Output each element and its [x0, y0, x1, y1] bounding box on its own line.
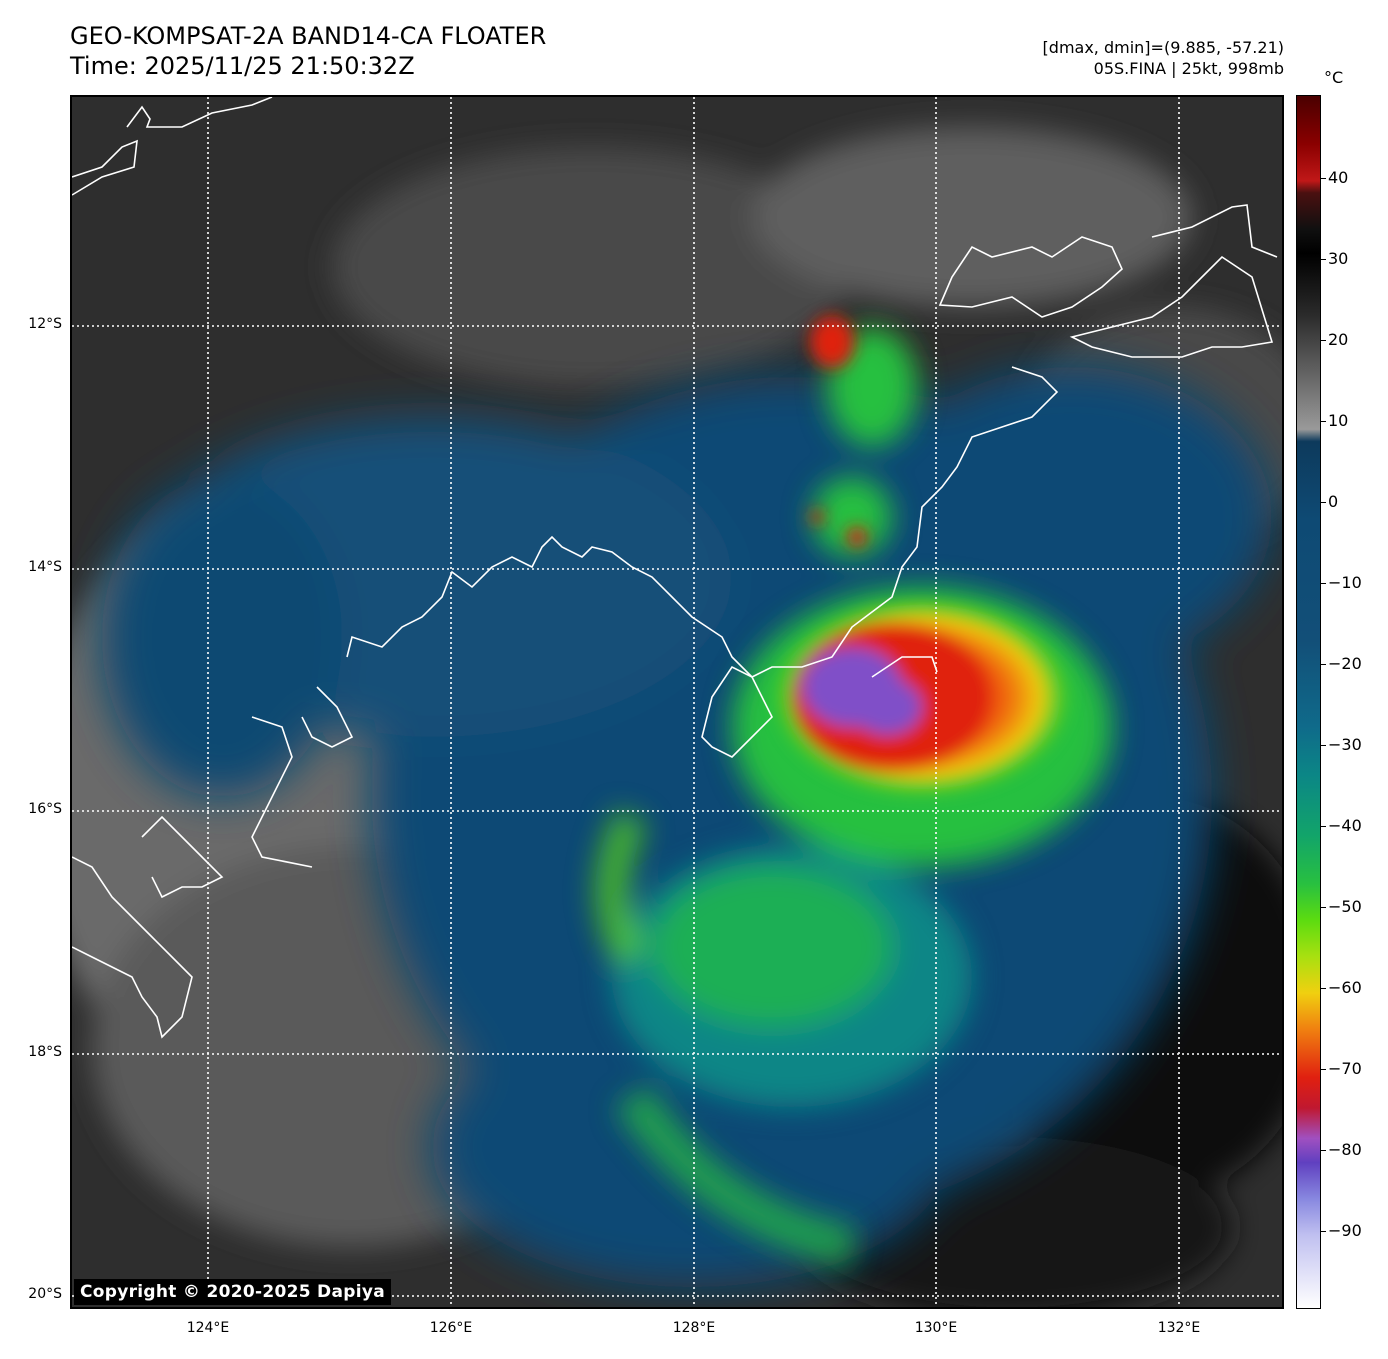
colorbar-tick-label: 40 [1328, 168, 1349, 187]
coastlines [72, 97, 1278, 1039]
data-range-label: [dmax, dmin]=(9.885, -57.21) [1042, 38, 1284, 57]
colorbar-tick-label: 30 [1328, 249, 1349, 268]
colorbar-tick-mark [1321, 988, 1326, 989]
satellite-map: Copyright © 2020-2025 Dapiya [70, 95, 1284, 1309]
lat-label-18s: 18°S [28, 1044, 62, 1060]
colorbar [1296, 95, 1321, 1309]
colorbar-tick-label: −70 [1328, 1059, 1362, 1078]
colorbar-tick-label: −60 [1328, 978, 1362, 997]
lat-label-14s: 14°S [28, 559, 62, 575]
lon-label-132e: 132°E [1157, 1320, 1201, 1336]
colorbar-tick-label: 10 [1328, 411, 1349, 430]
colorbar-tick-mark [1321, 502, 1326, 503]
colorbar-tick-mark [1321, 1069, 1326, 1070]
chart-title: GEO-KOMPSAT-2A BAND14-CA FLOATER [70, 22, 547, 50]
colorbar-tick-mark [1321, 826, 1326, 827]
colorbar-tick-mark [1321, 1231, 1326, 1232]
colorbar-tick-mark [1321, 745, 1326, 746]
colorbar-tick-label: −80 [1328, 1140, 1362, 1159]
lon-label-130e: 130°E [914, 1320, 958, 1336]
colorbar-tick-mark [1321, 178, 1326, 179]
colorbar-tick-label: −50 [1328, 897, 1362, 916]
lon-label-126e: 126°E [429, 1320, 473, 1336]
colorbar-tick-mark [1321, 259, 1326, 260]
lon-label-128e: 128°E [672, 1320, 716, 1336]
convective-core-layer [772, 316, 1072, 797]
lat-label-12s: 12°S [28, 316, 62, 332]
colorbar-tick-label: −20 [1328, 654, 1362, 673]
colorbar-unit: °C [1324, 68, 1344, 87]
colorbar-tick-mark [1321, 340, 1326, 341]
storm-info-label: 05S.FINA | 25kt, 998mb [1093, 59, 1284, 78]
colorbar-tick-mark [1321, 907, 1326, 908]
satellite-imagery [72, 97, 1282, 1307]
colorbar-tick-mark [1321, 1150, 1326, 1151]
colorbar-tick-mark [1321, 583, 1326, 584]
colorbar-tick-label: −30 [1328, 735, 1362, 754]
colorbar-tick-mark [1321, 664, 1326, 665]
copyright-label: Copyright © 2020-2025 Dapiya [74, 1279, 391, 1305]
lon-label-124e: 124°E [186, 1320, 230, 1336]
colorbar-tick-label: −90 [1328, 1221, 1362, 1240]
colorbar-tick-label: −10 [1328, 573, 1362, 592]
colorbar-tick-label: −40 [1328, 816, 1362, 835]
chart-timestamp: Time: 2025/11/25 21:50:32Z [70, 52, 415, 80]
lat-label-16s: 16°S [28, 801, 62, 817]
lat-label-20s: 20°S [28, 1286, 62, 1302]
colorbar-tick-label: 0 [1328, 492, 1339, 511]
colorbar-tick-label: 20 [1328, 330, 1349, 349]
colorbar-tick-mark [1321, 421, 1326, 422]
